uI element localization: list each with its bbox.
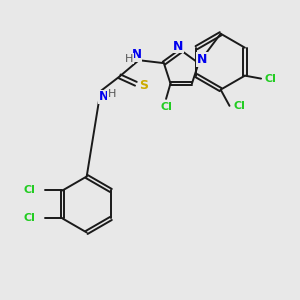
Text: Cl: Cl (23, 185, 35, 196)
Text: Cl: Cl (160, 102, 172, 112)
Text: H: H (125, 54, 134, 64)
Text: N: N (131, 48, 142, 62)
Text: Cl: Cl (234, 101, 246, 111)
Text: Cl: Cl (23, 214, 35, 224)
Text: N: N (98, 91, 109, 103)
Text: H: H (108, 89, 116, 99)
Text: Cl: Cl (265, 74, 276, 84)
Text: N: N (197, 53, 207, 66)
Text: N: N (172, 40, 183, 52)
Text: S: S (139, 79, 148, 92)
